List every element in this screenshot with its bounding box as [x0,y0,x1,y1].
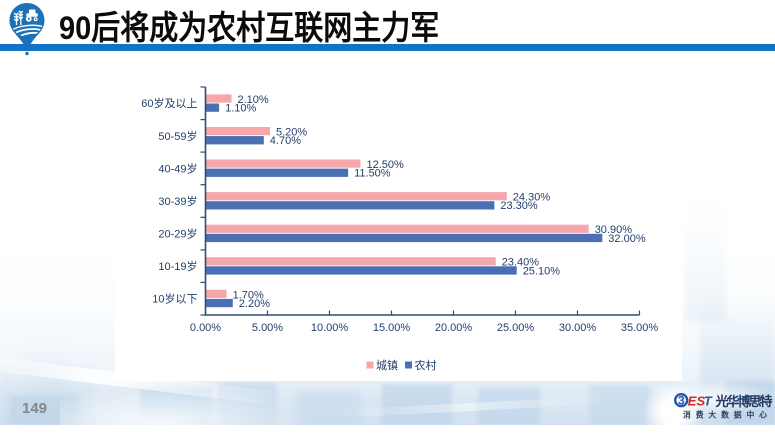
svg-text:23.30%: 23.30% [500,200,538,212]
svg-text:5.20%: 5.20% [276,127,307,139]
svg-text:60岁及以上: 60岁及以上 [141,96,197,110]
svg-text:ES: ES [688,394,706,409]
svg-text:24.30%: 24.30% [513,192,551,204]
svg-text:1.70%: 1.70% [233,289,264,301]
svg-text:50-59岁: 50-59岁 [158,129,197,143]
svg-text:25.00%: 25.00% [497,322,535,334]
svg-text:30-39岁: 30-39岁 [158,194,197,208]
svg-text:T: T [704,394,713,409]
svg-text:12.50%: 12.50% [367,159,405,171]
svg-text:3: 3 [678,394,685,408]
svg-text:4.70%: 4.70% [270,135,301,147]
svg-text:30.90%: 30.90% [595,224,633,236]
svg-text:2.10%: 2.10% [238,94,269,106]
svg-text:35.00%: 35.00% [621,322,659,334]
svg-text:32.00%: 32.00% [608,233,646,245]
svg-text:40-49岁: 40-49岁 [158,161,197,175]
svg-text:0.00%: 0.00% [190,322,221,334]
svg-text:25.10%: 25.10% [523,265,561,277]
svg-text:15.00%: 15.00% [373,322,411,334]
svg-text:光华博思特: 光华博思特 [715,394,773,409]
svg-text:5.00%: 5.00% [252,322,283,334]
svg-text:10岁以下: 10岁以下 [152,292,197,306]
svg-text:10.00%: 10.00% [311,322,349,334]
svg-text:10-19岁: 10-19岁 [158,259,197,273]
svg-text:消费大数据中心: 消费大数据中心 [683,409,772,419]
svg-text:20.00%: 20.00% [435,322,473,334]
svg-text:1.10%: 1.10% [225,103,256,115]
svg-text:农村: 农村 [415,358,437,372]
svg-text:20-29岁: 20-29岁 [158,227,197,241]
svg-text:2.20%: 2.20% [239,298,270,310]
svg-text:23.40%: 23.40% [502,257,540,269]
svg-text:城镇: 城镇 [376,358,398,372]
svg-text:11.50%: 11.50% [354,168,391,180]
svg-text:30.00%: 30.00% [559,322,597,334]
